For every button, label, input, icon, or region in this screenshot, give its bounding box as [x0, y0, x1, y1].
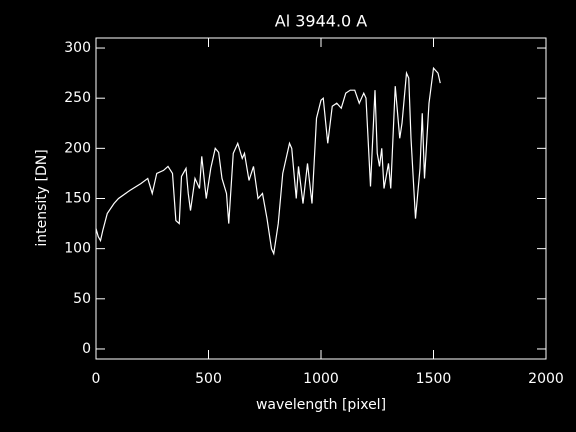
x-tick-label: 500	[195, 371, 222, 387]
x-tick-label: 1500	[416, 371, 452, 387]
spectrum-line	[95, 66, 441, 256]
y-tick-label: 100	[64, 241, 91, 257]
y-tick-label: 150	[64, 191, 91, 207]
y-tick-label: 200	[64, 140, 91, 156]
y-axis-label: intensity [DN]	[34, 149, 50, 246]
x-axis-label: wavelength [pixel]	[256, 397, 386, 413]
x-tick-label: 1000	[303, 371, 339, 387]
y-tick-label: 0	[82, 341, 91, 357]
y-tick-label: 50	[73, 291, 91, 307]
chart-title: Al 3944.0 A	[275, 12, 368, 31]
x-tick-label: 0	[92, 371, 101, 387]
y-tick-label: 250	[64, 90, 91, 106]
y-tick-label: 300	[64, 40, 91, 56]
x-tick-label: 2000	[528, 371, 564, 387]
plot-frame	[95, 37, 547, 360]
